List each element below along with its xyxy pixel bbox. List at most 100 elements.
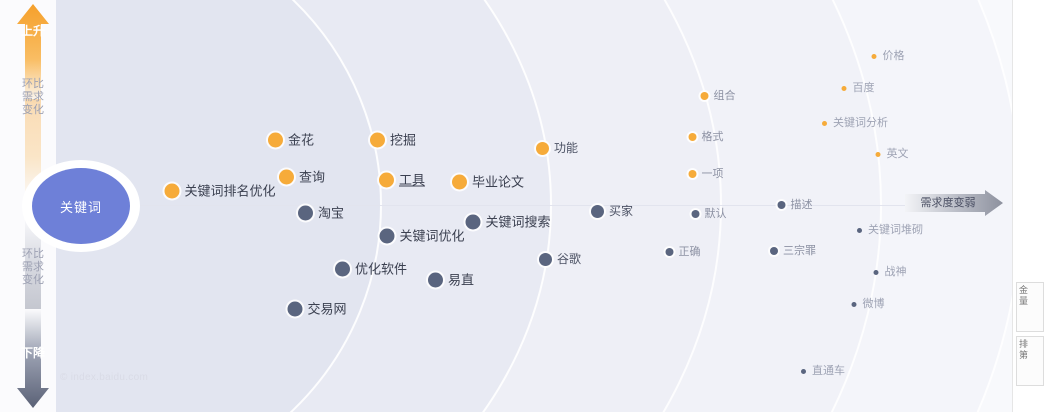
data-point-dot-icon [851,301,857,307]
data-point-label: 淘宝 [317,205,345,220]
data-point-dot-icon [334,261,350,277]
data-point[interactable]: 价格 [871,49,905,63]
data-point-dot-icon [801,368,806,374]
horizontal-axis-line [100,205,915,206]
data-point[interactable]: 金花 [267,132,315,148]
data-point-label: 一项 [701,168,724,180]
data-point[interactable]: 格式 [688,130,724,144]
data-point-dot-icon [857,227,862,233]
data-point-dot-icon [451,174,467,190]
axis-label-qoq-bottom: 环比需求变化 [22,248,44,286]
side-panel-card-2[interactable]: 排 第 [1016,336,1044,386]
data-point-dot-icon [538,252,552,266]
data-point[interactable]: 默认 [691,207,727,221]
data-point[interactable]: 关键词搜索 [465,214,551,230]
data-point-dot-icon [535,141,549,155]
axis-label-qoq-top: 环比需求变化 [22,78,44,116]
data-point-label: 关键词优化 [399,228,465,243]
data-point-dot-icon [875,151,881,157]
data-point-dot-icon [777,201,786,209]
data-point[interactable]: 工具 [378,172,426,188]
data-point-label: 描述 [790,199,813,211]
data-point-label: 战神 [884,266,907,278]
axis-label-rising: 上升 [20,24,45,38]
data-point[interactable]: 组合 [700,89,736,103]
center-node-label: 关键词 [59,199,102,215]
data-point-dot-icon [267,132,283,148]
data-point-dot-icon [369,132,385,148]
data-point-dot-icon [688,170,697,178]
data-point-label: 正确 [678,246,701,258]
data-point-label: 默认 [704,208,727,220]
data-point[interactable]: 毕业论文 [451,174,525,190]
data-point-dot-icon [164,183,180,199]
data-point-label: 金花 [287,132,315,147]
demand-weakening-arrow-label: 需求度变弱 [920,197,976,209]
data-point-dot-icon [691,210,700,218]
concentric-rings-background [0,0,551,412]
data-point[interactable]: 关键词堆砌 [857,223,923,237]
data-point[interactable]: 挖掘 [369,132,417,148]
data-point[interactable]: 关键词优化 [379,228,465,244]
data-point-label: 微博 [862,298,885,310]
data-point-label: 关键词排名优化 [184,183,276,198]
side-panel-card-2-line-2: 第 [1019,350,1029,360]
data-point-label: 谷歌 [556,252,582,266]
demand-weakening-arrow [905,190,1003,216]
data-point-label: 组合 [713,90,736,102]
data-point-label: 查询 [298,169,326,184]
data-point-dot-icon [873,269,879,275]
data-point-label: 买家 [608,204,634,218]
data-point-dot-icon [427,272,443,288]
data-point-label: 易直 [447,272,475,287]
side-panel-cutoff[interactable]: 金 量 排 第 [1012,0,1046,412]
data-point-label: 英文 [886,148,909,160]
data-point[interactable]: 功能 [535,141,579,155]
side-panel-spacer [1013,0,1046,278]
data-point-label: 功能 [553,141,579,155]
data-point[interactable]: 买家 [590,204,634,218]
data-point-label: 交易网 [307,301,347,316]
data-point[interactable]: 优化软件 [334,261,408,277]
data-point-label: 百度 [852,82,875,94]
data-point[interactable]: 正确 [665,245,701,259]
data-point-label: 毕业论文 [471,174,525,189]
data-point-label: 工具 [398,172,426,187]
data-point[interactable]: 三宗罪 [770,244,816,258]
data-point-label: 关键词分析 [833,117,888,129]
data-point[interactable]: 战神 [873,265,907,279]
data-point-dot-icon [378,172,394,188]
data-point-label: 挖掘 [389,132,417,147]
data-point[interactable]: 微博 [851,297,885,311]
data-point-dot-icon [287,301,303,317]
data-point-label: 关键词堆砌 [868,224,923,236]
data-point[interactable]: 谷歌 [538,252,582,266]
data-point[interactable]: 查询 [278,169,326,185]
data-point-dot-icon [770,247,778,255]
data-point-label: 格式 [701,131,724,143]
data-point-dot-icon [297,205,313,221]
data-point-dot-icon [700,92,709,100]
data-point-dot-icon [688,133,697,141]
data-point-label: 优化软件 [354,261,408,276]
data-point-label: 关键词搜索 [485,214,551,229]
data-point[interactable]: 一项 [688,167,724,181]
data-point-label: 价格 [882,50,905,62]
data-point[interactable]: 关键词排名优化 [164,183,276,199]
data-point[interactable]: 英文 [875,147,909,161]
data-point[interactable]: 描述 [777,198,813,212]
data-point[interactable]: 淘宝 [297,205,345,221]
data-point[interactable]: 交易网 [287,301,347,317]
data-point[interactable]: 百度 [841,81,875,95]
data-point[interactable]: 易直 [427,272,475,288]
data-point-dot-icon [278,169,294,185]
data-point[interactable]: 直通车 [801,364,845,378]
side-panel-card-1[interactable]: 金 量 [1016,282,1044,332]
data-point[interactable]: 关键词分析 [822,116,888,130]
center-node-keyword[interactable]: 关键词 [32,168,130,244]
side-panel-card-2-line-1: 排 [1019,339,1029,349]
data-point-dot-icon [465,214,481,230]
demand-graph-canvas[interactable]: 上升 环比需求变化 环比需求变化 下降 关键词 需求度变弱 关键词排名优化 金花查… [0,0,1012,412]
data-point-label: 三宗罪 [783,245,816,257]
